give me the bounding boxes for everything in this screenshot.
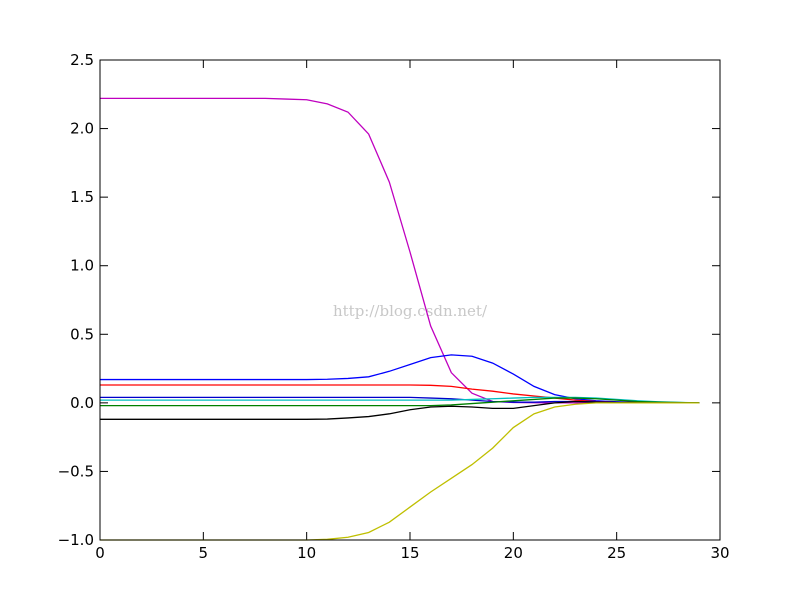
y-tick-label: 1.0 xyxy=(70,257,94,275)
x-tick-label: 15 xyxy=(400,544,419,562)
x-tick-label: 5 xyxy=(199,544,209,562)
plot-frame xyxy=(99,59,721,541)
x-tick-label: 0 xyxy=(95,544,105,562)
x-tick-label: 10 xyxy=(297,544,316,562)
y-tick-label: 1.5 xyxy=(70,188,94,206)
y-tick-label: −1.0 xyxy=(58,531,94,549)
x-tick-label: 25 xyxy=(607,544,626,562)
y-tick-label: 0.0 xyxy=(70,394,94,412)
series-line xyxy=(100,97,700,404)
y-tick-label: 2.5 xyxy=(70,51,94,69)
x-tick-label: 30 xyxy=(710,544,729,562)
series-line xyxy=(100,402,700,541)
series-line xyxy=(100,396,700,404)
watermark: http://blog.csdn.net/ xyxy=(333,302,488,320)
y-tick-label: −0.5 xyxy=(58,462,94,480)
series-line xyxy=(100,354,700,404)
series-line xyxy=(100,397,700,407)
y-tick-label: 2.0 xyxy=(70,120,94,138)
y-tick-label: 0.5 xyxy=(70,325,94,343)
series-line xyxy=(100,400,700,420)
x-tick-label: 20 xyxy=(504,544,523,562)
